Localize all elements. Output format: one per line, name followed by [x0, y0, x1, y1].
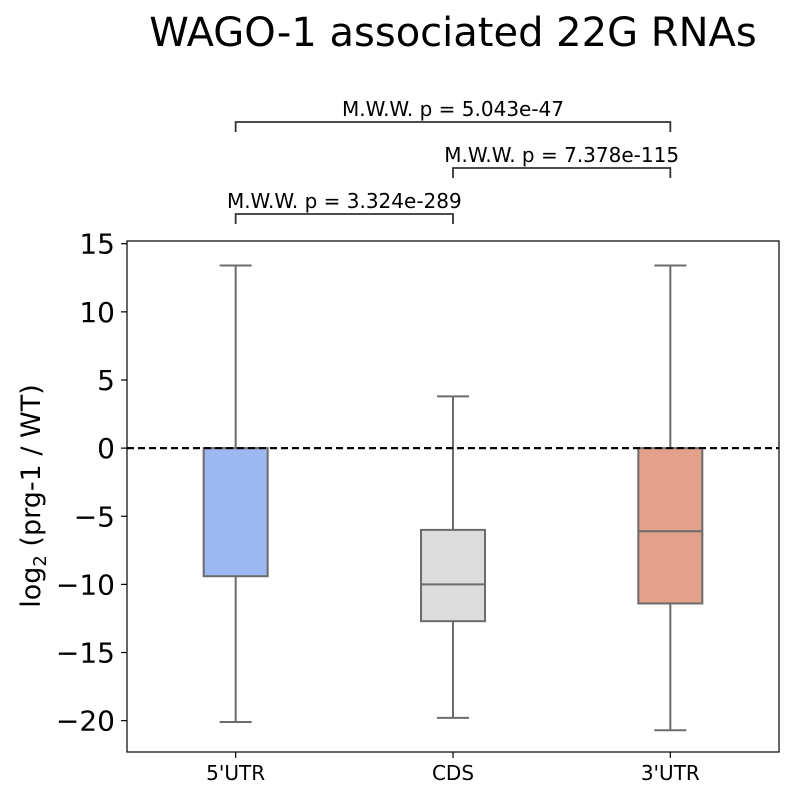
y-tick-label: −15: [56, 637, 115, 670]
x-tick-label: CDS: [432, 761, 474, 785]
y-tick-label: −20: [56, 705, 115, 738]
y-tick-label: −5: [74, 500, 115, 533]
significance-bracket: [452, 167, 672, 178]
x-tick-label: 5'UTR: [206, 761, 265, 785]
box-iqr: [637, 447, 704, 605]
chart-title: WAGO-1 associated 22G RNAs: [149, 10, 756, 56]
significance-label: M.W.W. p = 7.378e-115: [444, 143, 679, 167]
y-tick-label: −10: [56, 568, 115, 601]
box-iqr: [202, 447, 269, 578]
y-tick-label: 15: [79, 228, 115, 261]
significance-bracket: [234, 121, 672, 132]
significance-label: M.W.W. p = 3.324e-289: [227, 189, 462, 213]
y-axis-label-suffix: (prg-1 / WT): [16, 384, 47, 555]
plot-frame: [126, 240, 780, 753]
y-tick-label: 0: [97, 432, 115, 465]
y-axis-label-subscript: 2: [30, 555, 51, 566]
y-axis-label-prefix: log: [16, 567, 47, 608]
box-iqr: [420, 528, 486, 623]
x-tick-label: 3'UTR: [641, 761, 700, 785]
y-tick-label: 10: [79, 296, 115, 329]
y-tick-label: 5: [97, 364, 115, 397]
significance-label: M.W.W. p = 5.043e-47: [342, 97, 564, 121]
y-axis-label: log2 (prg-1 / WT): [16, 384, 51, 608]
significance-bracket: [234, 213, 454, 224]
plot-area: 15 10 5 0 −5 −10 −15 −20 5'UTR CDS 3'UTR M.W.W. p =…: [56, 97, 779, 785]
